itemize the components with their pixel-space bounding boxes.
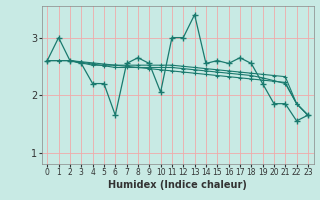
X-axis label: Humidex (Indice chaleur): Humidex (Indice chaleur): [108, 180, 247, 190]
